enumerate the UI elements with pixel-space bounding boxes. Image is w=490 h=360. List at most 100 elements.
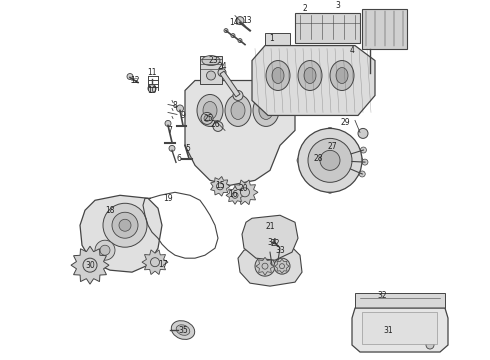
Ellipse shape: [176, 325, 190, 335]
Text: 10: 10: [147, 86, 157, 95]
Text: 14: 14: [229, 18, 239, 27]
Ellipse shape: [272, 68, 284, 84]
Circle shape: [262, 263, 268, 269]
Text: 34: 34: [267, 238, 277, 247]
Circle shape: [83, 258, 97, 272]
Circle shape: [103, 203, 147, 247]
Circle shape: [308, 138, 352, 182]
Text: 28: 28: [313, 154, 323, 163]
Text: 26: 26: [210, 120, 220, 129]
Ellipse shape: [347, 156, 363, 165]
Circle shape: [165, 121, 171, 126]
Circle shape: [426, 341, 434, 349]
Text: 8: 8: [172, 101, 177, 110]
Text: 29: 29: [340, 118, 350, 127]
Text: 17: 17: [158, 260, 168, 269]
Circle shape: [213, 121, 223, 131]
Text: 18: 18: [105, 206, 115, 215]
Ellipse shape: [304, 68, 316, 84]
Text: 2: 2: [303, 4, 307, 13]
Polygon shape: [352, 308, 448, 352]
Text: 20: 20: [238, 184, 248, 193]
Text: 16: 16: [228, 190, 238, 199]
Ellipse shape: [336, 68, 348, 84]
Circle shape: [83, 258, 97, 272]
Circle shape: [201, 112, 213, 125]
Bar: [265, 33, 290, 50]
Bar: [355, 293, 445, 308]
Text: 23: 23: [208, 56, 218, 65]
Ellipse shape: [259, 102, 273, 120]
Circle shape: [119, 219, 131, 231]
Text: 35: 35: [178, 325, 188, 334]
Circle shape: [127, 73, 133, 80]
Circle shape: [150, 258, 160, 267]
Ellipse shape: [231, 102, 245, 120]
Bar: [362, 9, 407, 49]
Polygon shape: [142, 250, 168, 275]
Text: 27: 27: [327, 142, 337, 151]
Text: 19: 19: [163, 194, 173, 203]
Circle shape: [268, 263, 276, 271]
Circle shape: [100, 245, 110, 255]
Text: 21: 21: [265, 222, 275, 231]
Polygon shape: [211, 176, 230, 196]
Ellipse shape: [325, 127, 335, 143]
Circle shape: [112, 212, 138, 238]
Bar: [322, 140, 350, 158]
Polygon shape: [232, 180, 258, 204]
Text: 12: 12: [130, 76, 140, 85]
Text: 31: 31: [383, 325, 393, 334]
Circle shape: [359, 171, 365, 177]
Bar: [295, 13, 360, 42]
Ellipse shape: [266, 60, 290, 90]
Polygon shape: [71, 246, 109, 284]
Circle shape: [206, 71, 216, 80]
Circle shape: [320, 150, 340, 170]
Circle shape: [321, 161, 327, 167]
Circle shape: [256, 223, 284, 251]
Circle shape: [255, 256, 275, 276]
Ellipse shape: [298, 60, 322, 90]
Text: 7: 7: [168, 126, 172, 135]
Circle shape: [307, 150, 318, 162]
Text: 24: 24: [217, 62, 227, 71]
Circle shape: [231, 33, 235, 37]
Circle shape: [262, 229, 278, 245]
Circle shape: [341, 161, 353, 174]
Text: 5: 5: [186, 144, 191, 153]
Polygon shape: [275, 259, 289, 273]
Circle shape: [358, 129, 368, 138]
Circle shape: [298, 129, 362, 192]
Ellipse shape: [197, 94, 223, 126]
Text: 1: 1: [270, 34, 274, 43]
Polygon shape: [220, 71, 240, 97]
Circle shape: [218, 68, 226, 77]
Text: 4: 4: [349, 46, 354, 55]
Circle shape: [362, 159, 368, 165]
Circle shape: [224, 28, 228, 33]
Polygon shape: [185, 81, 295, 185]
Text: 3: 3: [336, 1, 341, 10]
Circle shape: [241, 188, 249, 197]
Circle shape: [148, 85, 156, 93]
Text: 6: 6: [176, 154, 181, 163]
Circle shape: [279, 264, 285, 269]
Circle shape: [366, 68, 374, 77]
Ellipse shape: [325, 177, 335, 193]
Ellipse shape: [225, 94, 251, 126]
Circle shape: [150, 258, 160, 267]
Text: 13: 13: [242, 16, 252, 25]
Circle shape: [95, 240, 115, 260]
Circle shape: [238, 39, 242, 42]
Circle shape: [204, 116, 210, 121]
Ellipse shape: [202, 55, 220, 66]
Text: 11: 11: [147, 68, 157, 77]
Circle shape: [233, 90, 243, 100]
Text: 32: 32: [377, 291, 387, 300]
Text: 9: 9: [180, 111, 185, 120]
Circle shape: [236, 17, 244, 24]
Polygon shape: [226, 186, 244, 204]
Circle shape: [315, 159, 321, 165]
Circle shape: [217, 183, 223, 190]
